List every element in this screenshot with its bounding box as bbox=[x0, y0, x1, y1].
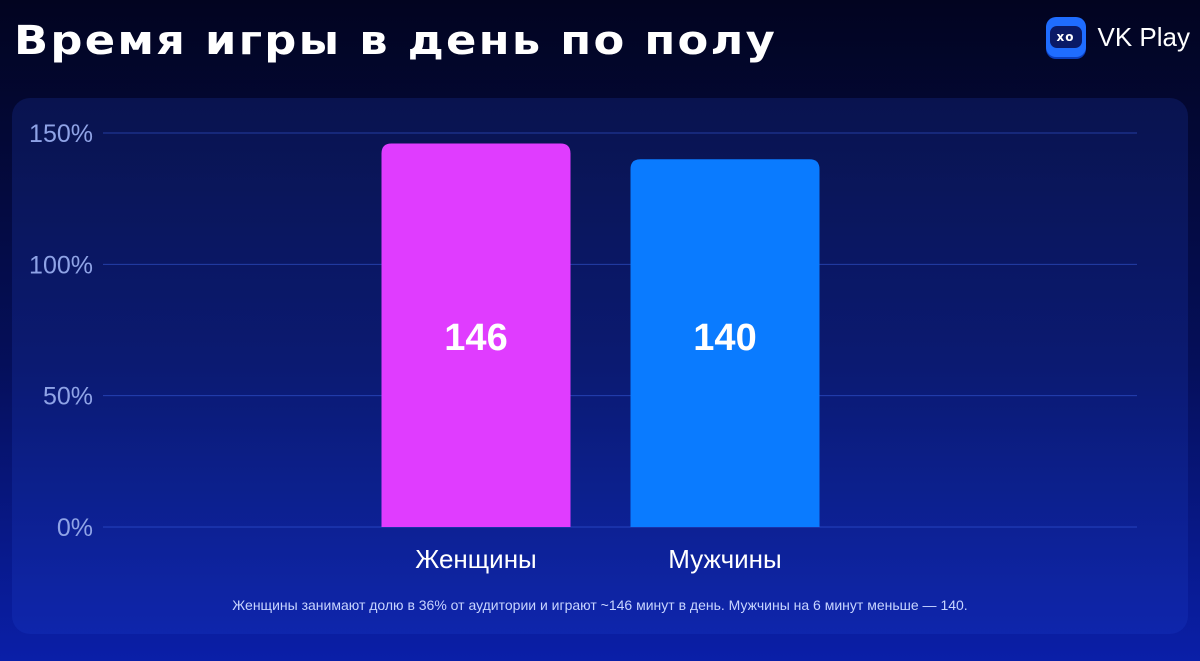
bar-value-label: 140 bbox=[693, 317, 756, 359]
chart-title: Время игры в день по полу bbox=[14, 18, 778, 64]
y-tick-label: 50% bbox=[43, 383, 93, 411]
brand-name: VK Play bbox=[1097, 21, 1191, 52]
x-category-label: Женщины bbox=[415, 544, 536, 574]
y-tick-label: 0% bbox=[57, 514, 93, 542]
bar bbox=[630, 159, 820, 527]
bar-value-label: 146 bbox=[444, 317, 507, 359]
x-category-label: Мужчины bbox=[668, 544, 781, 574]
bar bbox=[381, 143, 571, 528]
chart-footnote: Женщины занимают долю в 36% от аудитории… bbox=[232, 597, 968, 613]
y-tick-label: 100% bbox=[29, 251, 93, 279]
y-tick-label: 150% bbox=[29, 120, 93, 148]
vk-play-logo-icon: xo bbox=[1045, 17, 1086, 57]
logo-face: xo bbox=[1049, 26, 1082, 48]
chart-panel bbox=[12, 98, 1188, 634]
brand: xo VK Play bbox=[1045, 17, 1191, 57]
